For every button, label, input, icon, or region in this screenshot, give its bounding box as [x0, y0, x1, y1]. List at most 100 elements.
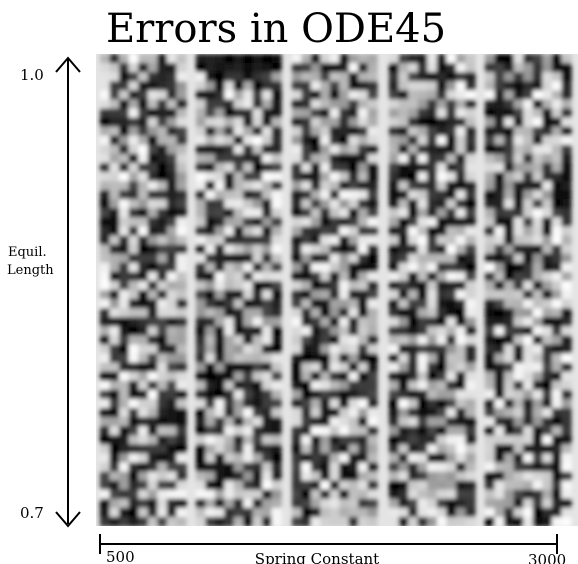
heatmap-cell	[561, 63, 572, 73]
heatmap-cell	[243, 190, 254, 200]
heatmap-cell	[224, 181, 235, 191]
heatmap-cell	[504, 389, 515, 400]
heatmap-cell	[532, 371, 543, 382]
heatmap-cell	[292, 280, 303, 291]
heatmap-cell	[398, 435, 409, 445]
heatmap-cell	[262, 235, 273, 246]
heatmap-cell	[166, 144, 178, 155]
heatmap-cell	[465, 489, 476, 500]
heatmap-cell	[329, 126, 340, 137]
heatmap-cell	[292, 271, 303, 282]
heatmap-cell	[252, 235, 263, 246]
heatmap-cell	[320, 498, 331, 509]
x-tick-label-right: 3000	[528, 551, 566, 564]
heatmap-cell	[398, 444, 409, 454]
heatmap-cell	[119, 516, 130, 526]
heatmap-cell	[301, 99, 312, 110]
heatmap-cell	[465, 317, 476, 327]
heatmap-cell	[455, 99, 467, 110]
heatmap-cell	[292, 235, 303, 246]
heatmap-cell	[205, 326, 216, 336]
heatmap-cell	[147, 308, 158, 318]
heatmap-cell	[166, 290, 178, 300]
heatmap-cell	[523, 72, 534, 82]
heatmap-cell	[138, 172, 149, 182]
heatmap-cell	[271, 81, 282, 91]
heatmap-cell	[252, 90, 263, 100]
heatmap-cell	[358, 181, 369, 191]
heatmap-cell	[243, 435, 254, 445]
heatmap-cell	[389, 108, 400, 119]
heatmap-cell	[243, 453, 254, 464]
heatmap-cell	[320, 344, 331, 355]
heatmap-cell	[551, 99, 563, 110]
heatmap-cell	[138, 199, 149, 209]
heatmap-cell	[320, 398, 331, 409]
heatmap-cell	[417, 135, 428, 146]
heatmap-cell	[271, 362, 282, 373]
heatmap-cell	[542, 507, 553, 518]
heatmap-cell	[176, 471, 187, 482]
heatmap-cell	[262, 344, 273, 355]
heatmap-cell	[398, 480, 409, 491]
heatmap-cell	[358, 172, 369, 182]
heatmap-cell	[358, 380, 369, 391]
heatmap-cell	[224, 290, 235, 300]
heatmap-cell	[262, 435, 273, 445]
heatmap-cell	[485, 108, 496, 119]
heatmap-cell	[542, 280, 553, 291]
heatmap-cell	[119, 90, 130, 100]
heatmap-cell	[320, 408, 331, 418]
heatmap-cell	[138, 480, 149, 491]
heatmap-cell	[561, 90, 572, 100]
heatmap-cell	[271, 135, 282, 146]
heatmap-cell	[532, 244, 543, 255]
heatmap-cell	[205, 398, 216, 409]
heatmap-cell	[262, 190, 273, 200]
heatmap-cell	[348, 435, 359, 445]
heatmap-cell	[310, 226, 321, 237]
heatmap-cell	[320, 262, 331, 273]
heatmap-cell	[367, 181, 378, 191]
heatmap-cell	[109, 389, 120, 400]
heatmap-cell	[224, 417, 235, 427]
heatmap-cell	[532, 408, 543, 418]
heatmap-cell	[389, 317, 400, 327]
heatmap-cell	[398, 408, 409, 418]
heatmap-cell	[455, 262, 467, 273]
heatmap-cell	[109, 126, 120, 137]
heatmap-cell	[243, 426, 254, 436]
heatmap-cell	[358, 81, 369, 91]
heatmap-cell	[292, 417, 303, 427]
heatmap-cell	[339, 398, 350, 409]
heatmap-cell	[196, 389, 207, 400]
heatmap-cell	[157, 108, 168, 119]
heatmap-cell	[542, 299, 553, 309]
heatmap-cell	[271, 326, 282, 336]
heatmap-cell	[176, 90, 187, 100]
heatmap-cell	[196, 344, 207, 355]
heatmap-cell	[128, 380, 139, 391]
heatmap-cell	[542, 480, 553, 491]
heatmap-cell	[348, 353, 359, 364]
heatmap-cell	[551, 317, 563, 327]
heatmap-cell	[262, 353, 273, 364]
heatmap-cell	[233, 217, 244, 228]
heatmap-cell	[398, 226, 409, 237]
heatmap-cell	[465, 335, 476, 346]
heatmap-cell	[339, 326, 350, 336]
heatmap-cell	[367, 271, 378, 282]
heatmap-cell	[465, 235, 476, 246]
heatmap-cell	[214, 181, 225, 191]
heatmap-cell	[243, 271, 254, 282]
heatmap-cell	[262, 271, 273, 282]
heatmap-cell	[398, 362, 409, 373]
heatmap-cell	[214, 72, 225, 82]
heatmap-cell	[339, 63, 350, 73]
heatmap-cell	[358, 262, 369, 273]
heatmap-cell	[214, 480, 225, 491]
heatmap-cell	[271, 335, 282, 346]
heatmap-cell	[427, 453, 438, 464]
heatmap-cell	[271, 371, 282, 382]
heatmap-cell	[532, 380, 543, 391]
